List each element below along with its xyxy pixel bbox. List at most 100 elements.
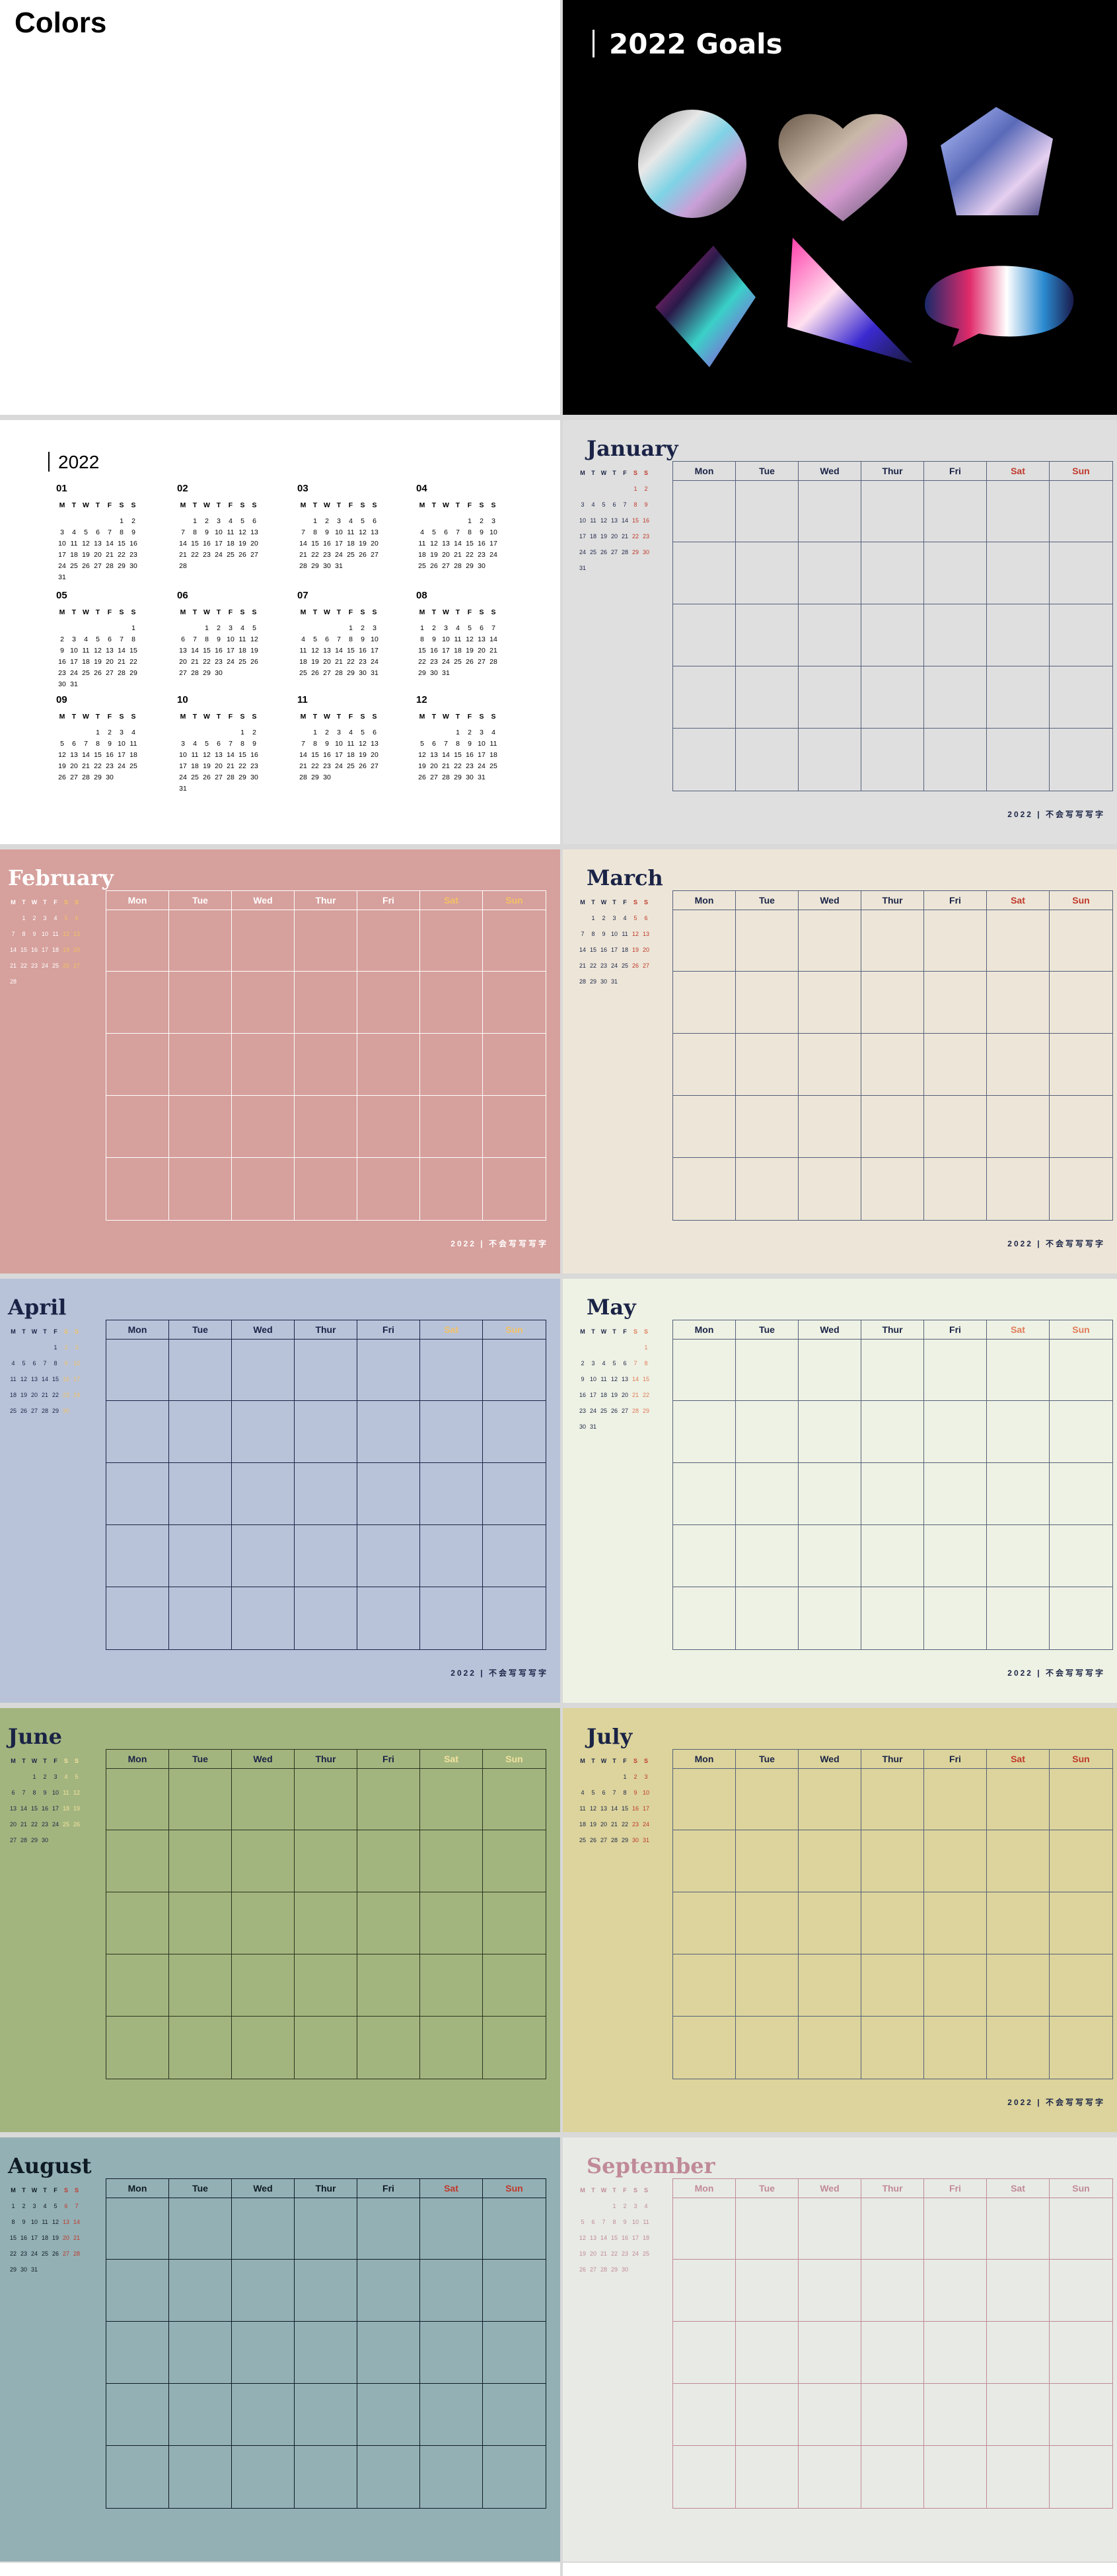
day-cell[interactable] <box>232 2322 295 2384</box>
day-cell[interactable] <box>106 1463 169 1525</box>
day-cell[interactable] <box>357 1034 420 1096</box>
day-cell[interactable] <box>736 1954 799 2017</box>
day-cell[interactable] <box>924 1034 987 1096</box>
month-slide-september[interactable]: September M T W T F S S 1 2 3 4 5 6 7 8 9 10 11 12 13 14 15 16 1… <box>563 2137 1117 2561</box>
day-cell[interactable] <box>799 1401 861 1463</box>
day-cell[interactable] <box>357 1768 420 1830</box>
day-cell[interactable] <box>673 542 736 604</box>
day-cell[interactable] <box>232 1954 295 2017</box>
day-cell[interactable] <box>420 1525 483 1587</box>
day-cell[interactable] <box>987 1096 1050 1158</box>
day-cell[interactable] <box>736 1587 799 1649</box>
month-slide-may[interactable]: May M T W T F S S 1 2 3 4 5 6 7 8 9 10 11 12 13 14 15 16 17 18 19 2… <box>563 1279 1117 1703</box>
day-cell[interactable] <box>987 1525 1050 1587</box>
day-cell[interactable] <box>483 1587 546 1649</box>
day-cell[interactable] <box>924 1463 987 1525</box>
day-cell[interactable] <box>1050 2384 1112 2446</box>
day-cell[interactable] <box>169 1339 232 1401</box>
day-cell[interactable] <box>1050 972 1112 1034</box>
day-cell[interactable] <box>736 666 799 729</box>
day-cell[interactable] <box>483 910 546 972</box>
day-cell[interactable] <box>799 480 861 542</box>
day-cell[interactable] <box>232 972 295 1034</box>
day-cell[interactable] <box>799 542 861 604</box>
day-cell[interactable] <box>357 1954 420 2017</box>
day-cell[interactable] <box>861 1096 924 1158</box>
day-cell[interactable] <box>295 1339 357 1401</box>
day-cell[interactable] <box>987 542 1050 604</box>
day-cell[interactable] <box>673 729 736 791</box>
day-cell[interactable] <box>106 972 169 1034</box>
day-cell[interactable] <box>799 2017 861 2079</box>
day-cell[interactable] <box>1050 2446 1112 2508</box>
month-slide-february[interactable]: February M T W T F S S 1 2 3 4 5 6 7 8 9 10 11 12 13 14 15 16 17… <box>0 849 560 1273</box>
day-cell[interactable] <box>420 2322 483 2384</box>
day-cell[interactable] <box>861 666 924 729</box>
day-cell[interactable] <box>673 2260 736 2322</box>
day-cell[interactable] <box>483 1158 546 1220</box>
day-cell[interactable] <box>736 604 799 666</box>
day-cell[interactable] <box>1050 542 1112 604</box>
day-cell[interactable] <box>987 1892 1050 1954</box>
day-cell[interactable] <box>483 1339 546 1401</box>
day-cell[interactable] <box>357 1830 420 1892</box>
day-cell[interactable] <box>106 1830 169 1892</box>
day-cell[interactable] <box>483 1525 546 1587</box>
day-cell[interactable] <box>987 2446 1050 2508</box>
day-cell[interactable] <box>1050 2260 1112 2322</box>
day-cell[interactable] <box>106 2017 169 2079</box>
day-cell[interactable] <box>1050 666 1112 729</box>
day-cell[interactable] <box>1050 1339 1112 1401</box>
day-cell[interactable] <box>799 1339 861 1401</box>
day-cell[interactable] <box>987 972 1050 1034</box>
day-cell[interactable] <box>924 2384 987 2446</box>
day-cell[interactable] <box>673 1401 736 1463</box>
month-slide-july[interactable]: July M T W T F S S 1 2 3 4 5 6 7 8 9 10 11 12 13 14 15 16 17 18 19… <box>563 1708 1117 2132</box>
day-cell[interactable] <box>232 2446 295 2508</box>
day-cell[interactable] <box>799 2446 861 2508</box>
day-cell[interactable] <box>736 480 799 542</box>
day-cell[interactable] <box>987 1339 1050 1401</box>
day-cell[interactable] <box>295 1954 357 2017</box>
day-cell[interactable] <box>169 2446 232 2508</box>
day-cell[interactable] <box>169 2322 232 2384</box>
day-cell[interactable] <box>1050 1034 1112 1096</box>
day-cell[interactable] <box>357 2198 420 2260</box>
day-cell[interactable] <box>924 1892 987 1954</box>
month-slide-march[interactable]: March M T W T F S S 1 2 3 4 5 6 7 8 9 10 11 12 13 14 15 16 17 18 1… <box>563 849 1117 1273</box>
day-cell[interactable] <box>295 2446 357 2508</box>
day-cell[interactable] <box>420 1339 483 1401</box>
day-cell[interactable] <box>799 1463 861 1525</box>
day-cell[interactable] <box>799 1892 861 1954</box>
day-cell[interactable] <box>169 1525 232 1587</box>
day-cell[interactable] <box>924 1096 987 1158</box>
day-cell[interactable] <box>420 1034 483 1096</box>
day-cell[interactable] <box>924 972 987 1034</box>
day-cell[interactable] <box>357 1525 420 1587</box>
day-cell[interactable] <box>736 910 799 972</box>
day-cell[interactable] <box>169 2017 232 2079</box>
day-cell[interactable] <box>483 1768 546 1830</box>
day-cell[interactable] <box>861 1158 924 1220</box>
day-cell[interactable] <box>483 1830 546 1892</box>
day-cell[interactable] <box>987 1463 1050 1525</box>
day-cell[interactable] <box>799 1096 861 1158</box>
day-cell[interactable] <box>357 2446 420 2508</box>
day-cell[interactable] <box>169 2384 232 2446</box>
day-cell[interactable] <box>736 2017 799 2079</box>
day-cell[interactable] <box>987 1401 1050 1463</box>
day-cell[interactable] <box>1050 2322 1112 2384</box>
day-cell[interactable] <box>169 1830 232 1892</box>
day-cell[interactable] <box>736 2260 799 2322</box>
day-cell[interactable] <box>357 1096 420 1158</box>
day-cell[interactable] <box>736 729 799 791</box>
day-cell[interactable] <box>924 729 987 791</box>
day-cell[interactable] <box>483 2017 546 2079</box>
day-cell[interactable] <box>861 1401 924 1463</box>
day-cell[interactable] <box>673 2198 736 2260</box>
day-cell[interactable] <box>924 1339 987 1401</box>
day-cell[interactable] <box>924 1158 987 1220</box>
month-slide-january[interactable]: January M T W T F S S 1 2 3 4 5 6 7 8 9 10 11 12 13 14 15 16 17 1… <box>563 420 1117 844</box>
day-cell[interactable] <box>673 2446 736 2508</box>
day-cell[interactable] <box>924 2322 987 2384</box>
